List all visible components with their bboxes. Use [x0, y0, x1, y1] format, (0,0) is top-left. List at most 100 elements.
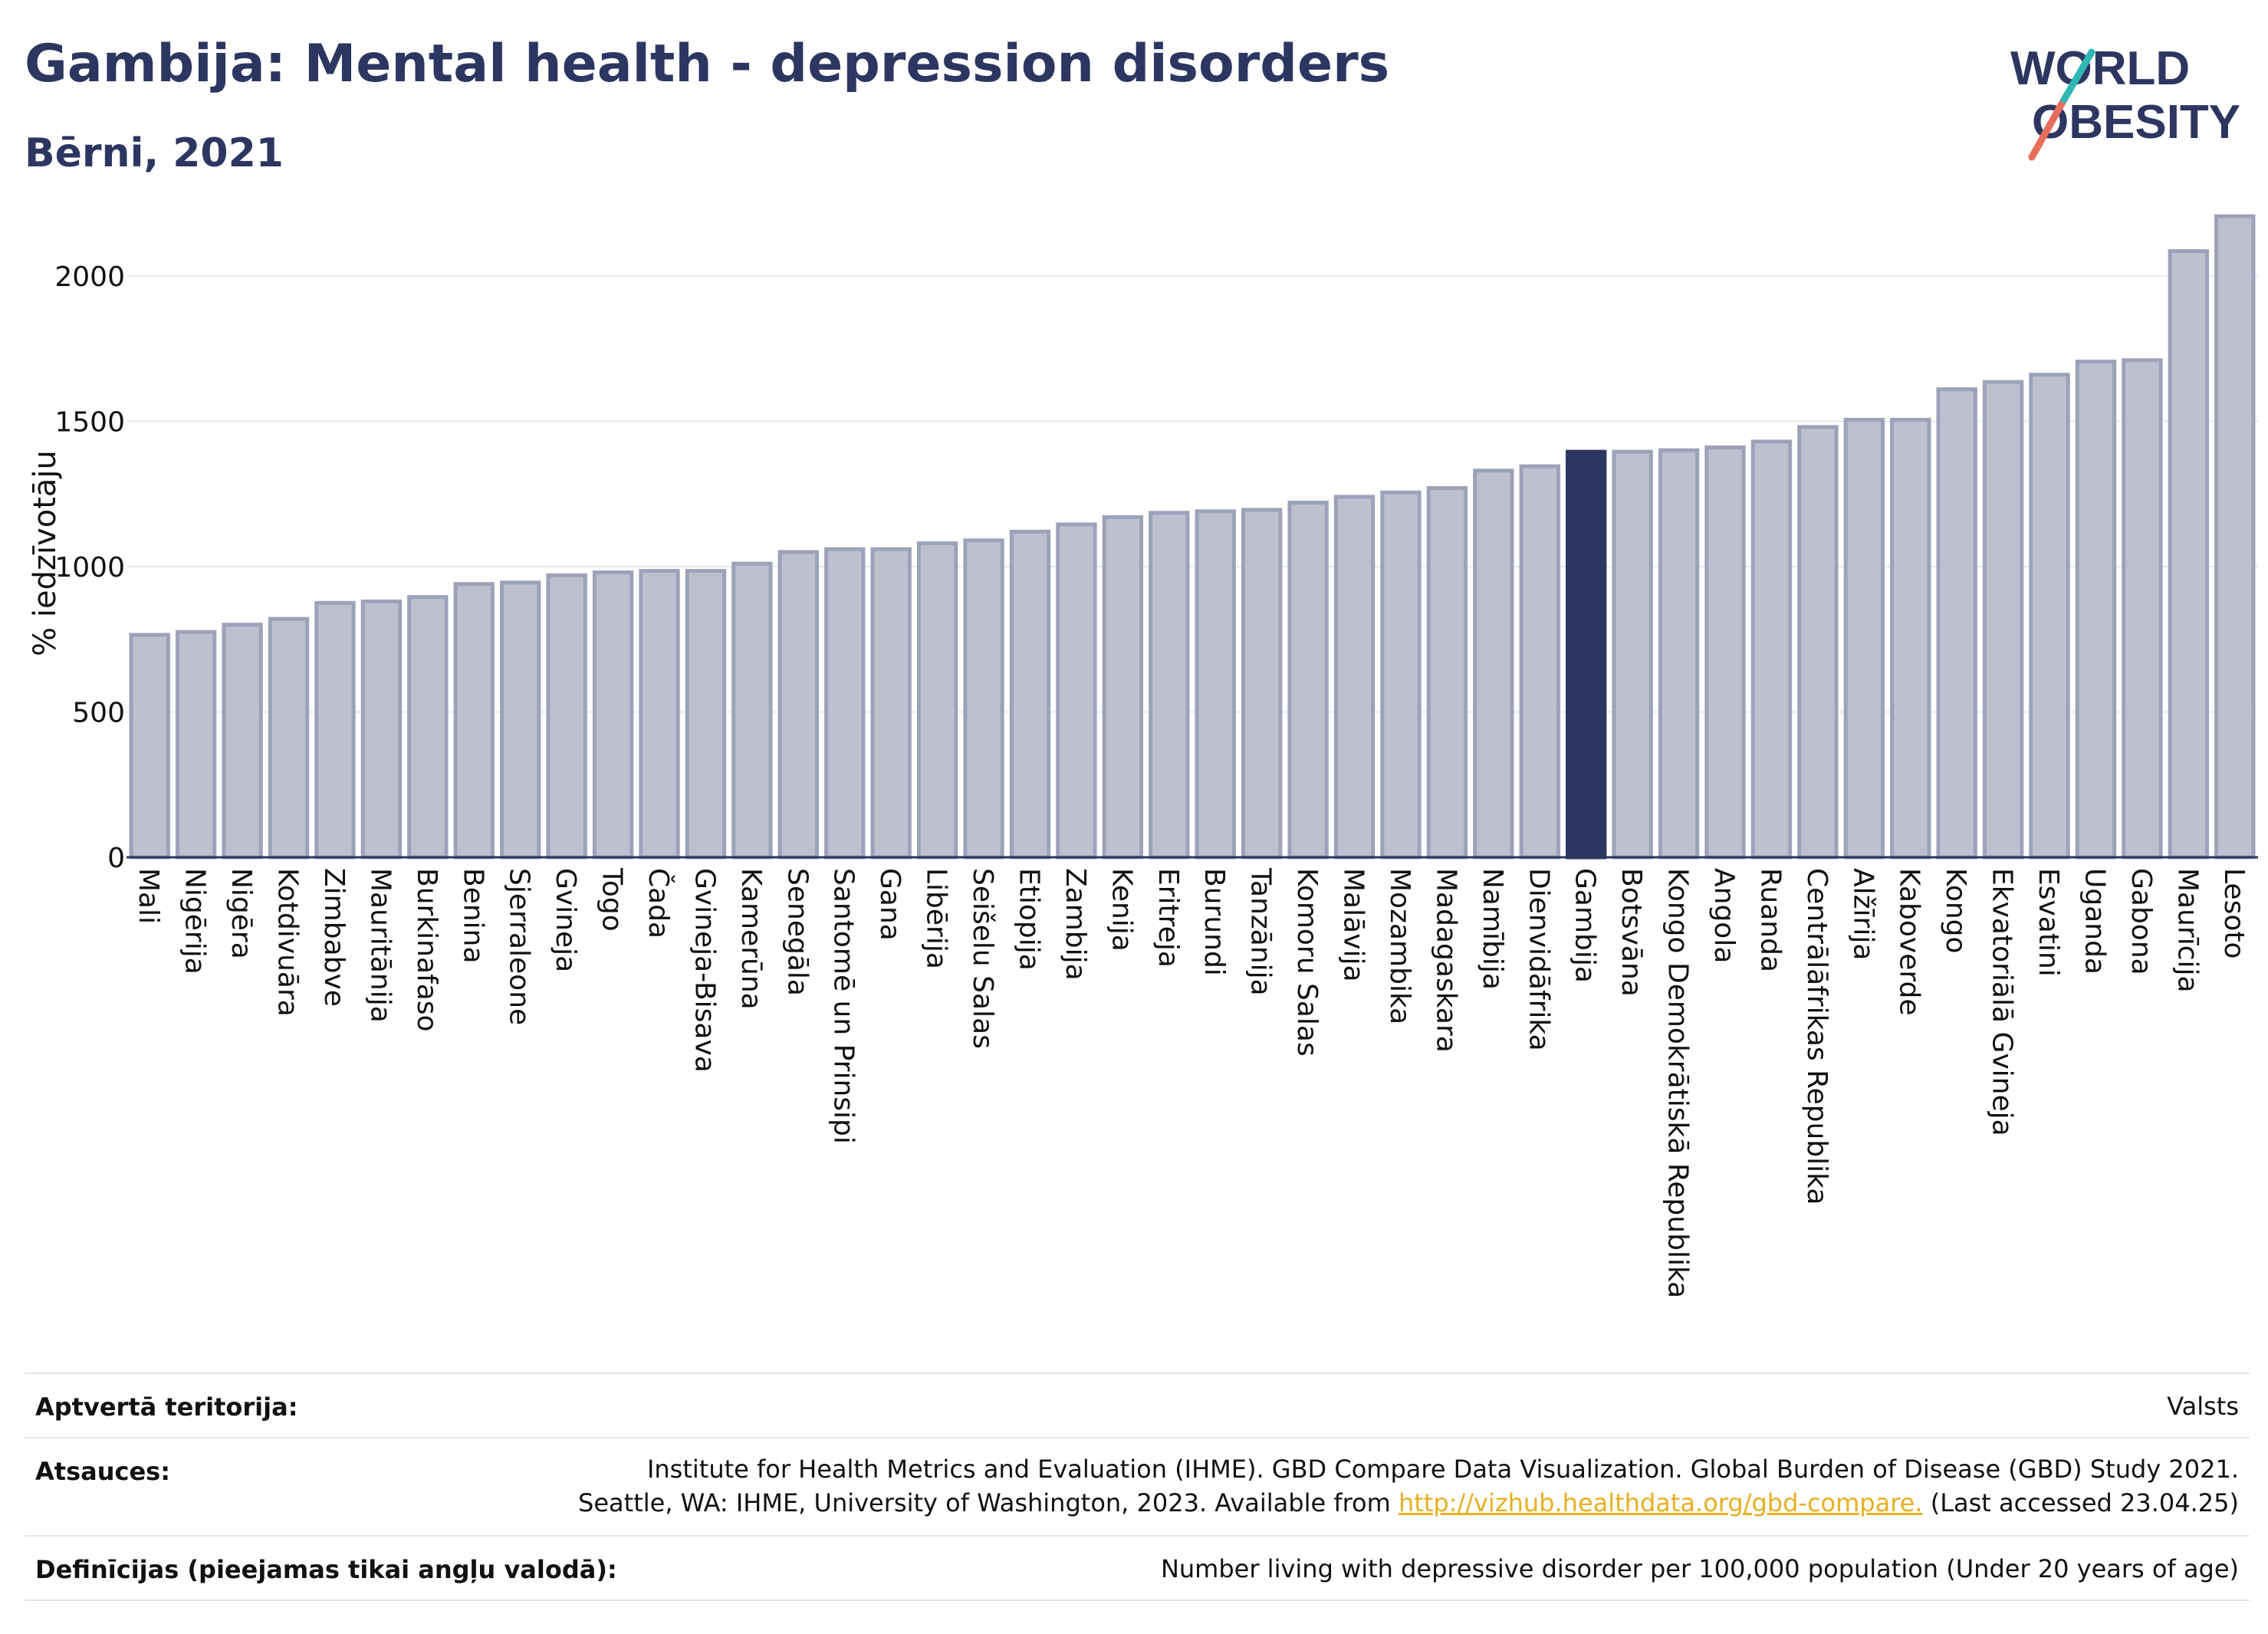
bar-senegāla[interactable] — [777, 550, 819, 860]
bar-kotdivuāra[interactable] — [268, 616, 310, 860]
sources-line-1: Institute for Health Metrics and Evaluat… — [646, 1455, 2239, 1484]
x-tick-label: Sjerraleone — [504, 868, 535, 1025]
x-tick-label: Benina — [457, 868, 488, 964]
x-tick-label: Botsvāna — [1616, 868, 1647, 997]
territory-value: Valsts — [2167, 1392, 2239, 1421]
bar-benina[interactable] — [453, 582, 495, 860]
bar-kaboverde[interactable] — [1890, 417, 1931, 860]
x-tick-label: Libērija — [921, 868, 952, 969]
chart-footer: Aptvertā teritorija: Valsts Atsauces: In… — [25, 1373, 2250, 1601]
bar-namībija[interactable] — [1473, 469, 1514, 860]
bar-malāvija[interactable] — [1333, 495, 1376, 860]
bar-botsvāna[interactable] — [1612, 449, 1653, 860]
bar-ruanda[interactable] — [1750, 439, 1793, 860]
y-tick-label: 500 — [72, 697, 125, 728]
bar-mozambika[interactable] — [1380, 490, 1422, 860]
bar-zimbabve[interactable] — [314, 600, 356, 860]
bar-centrālāfrikas-republika[interactable] — [1797, 425, 1839, 860]
x-tick-label: Kotdivuāra — [272, 868, 304, 1017]
bar-kongo[interactable] — [1936, 387, 1977, 860]
bar-ekvatoriālā-gvineja[interactable] — [1982, 380, 2024, 860]
x-tick-label: Ekvatoriālā Gvineja — [1987, 868, 2018, 1136]
bar-kenija[interactable] — [1102, 515, 1144, 860]
x-tick-label: Kongo Demokrātiskā Republika — [1662, 868, 1694, 1298]
definitions-label: Definīcijas (pieejamas tikai angļu valod… — [35, 1555, 617, 1584]
y-tick-label: 1500 — [54, 406, 125, 438]
bar-gambija[interactable] — [1566, 449, 1607, 860]
x-tick-label: Malāvija — [1338, 868, 1369, 982]
x-tick-label: Tanzānija — [1245, 867, 1277, 996]
bar-nigērija[interactable] — [175, 630, 217, 860]
bar-zambija[interactable] — [1056, 522, 1097, 860]
bar-tanzānija[interactable] — [1241, 508, 1283, 860]
bar-gabona[interactable] — [2122, 358, 2163, 860]
bar-komoru-salas[interactable] — [1287, 500, 1329, 860]
x-tick-label: Nigērija — [179, 868, 211, 975]
x-tick-label: Togo — [597, 867, 628, 932]
y-axis-label: % iedzīvotāju — [28, 450, 63, 656]
x-tick-label: Lesoto — [2218, 868, 2250, 959]
page-subtitle: Bērni, 2021 — [25, 130, 284, 176]
footer-row-territory: Aptvertā teritorija: Valsts — [25, 1373, 2250, 1437]
bar-lesoto[interactable] — [2214, 214, 2256, 860]
bar-maurīcija[interactable] — [2168, 249, 2210, 860]
footer-row-definitions: Definīcijas (pieejamas tikai angļu valod… — [25, 1535, 2250, 1601]
x-tick-label: Kaboverde — [1894, 868, 1925, 1016]
x-tick-label: Gana — [874, 868, 906, 941]
bar-burundi[interactable] — [1195, 509, 1236, 860]
x-tick-label: Etiopija — [1013, 868, 1044, 971]
bar-alžīrija[interactable] — [1843, 417, 1885, 860]
x-tick-label: Seišelu Salas — [967, 868, 998, 1049]
bar-mauritānija[interactable] — [360, 599, 403, 860]
x-tick-label: Senegāla — [781, 868, 813, 996]
bar-libērija[interactable] — [916, 541, 958, 860]
logo-line-2: OBESITY — [2032, 96, 2240, 149]
bar-gana[interactable] — [870, 547, 912, 860]
bar-uganda[interactable] — [2075, 360, 2117, 860]
x-tick-label: Namībija — [1477, 868, 1508, 990]
territory-label: Aptvertā teritorija: — [35, 1392, 298, 1422]
bar-kongo-demokrātiskā-republika[interactable] — [1658, 448, 1700, 860]
bar-eritreja[interactable] — [1149, 511, 1190, 860]
x-tick-label: Kongo — [1940, 868, 1971, 954]
bar-sjerraleone[interactable] — [500, 580, 541, 860]
bar-čada[interactable] — [639, 569, 680, 860]
bar-nigēra[interactable] — [222, 623, 263, 860]
bar-gvineja-bisava[interactable] — [685, 569, 727, 860]
footer-row-sources: Atsauces: Institute for Health Metrics a… — [25, 1437, 2250, 1535]
page-title: Gambija: Mental health - depression diso… — [25, 34, 1390, 94]
sources-label: Atsauces: — [35, 1457, 170, 1486]
bar-santomē-un-prinsipi[interactable] — [824, 547, 866, 860]
bar-burkinafaso[interactable] — [407, 595, 449, 860]
bar-kamerūna[interactable] — [731, 561, 773, 860]
x-tick-label: Madagaskara — [1430, 868, 1461, 1053]
sources-line-2-pre: Seattle, WA: IHME, University of Washing… — [578, 1488, 1399, 1517]
bar-angola[interactable] — [1704, 445, 1746, 860]
x-tick-label: Santomē un Prinsipi — [828, 868, 860, 1144]
bar-etiopija[interactable] — [1009, 529, 1051, 860]
bar-seišelu-salas[interactable] — [963, 538, 1004, 860]
bar-togo[interactable] — [592, 570, 634, 860]
x-tick-label: Mali — [133, 868, 164, 924]
x-tick-label: Uganda — [2079, 868, 2110, 975]
bar-dienvidāfrika[interactable] — [1519, 464, 1560, 860]
x-tick-label: Esvatini — [2033, 868, 2064, 977]
world-obesity-logo: WORLD OBESITY — [2010, 42, 2240, 161]
bar-chart: 0 500 1000 1500 2000 % iedzīvotāju Mali Nigērij… — [28, 214, 2258, 1298]
x-tick-label: Alžīrija — [1847, 868, 1878, 960]
sources-value: Institute for Health Metrics and Evaluat… — [578, 1452, 2239, 1520]
x-tick-label: Kamerūna — [735, 868, 767, 1010]
bar-mali[interactable] — [129, 633, 170, 860]
sources-link[interactable]: http://vizhub.healthdata.org/gbd-compare… — [1398, 1488, 1923, 1517]
x-tick-label: Zambija — [1060, 868, 1091, 981]
logo-line-1: WORLD — [2010, 42, 2190, 95]
bar-madagaskara[interactable] — [1426, 486, 1468, 860]
x-tick-label: Čada — [643, 868, 675, 939]
x-tick-label: Dienvidāfrika — [1523, 868, 1554, 1051]
x-tick-label: Ruanda — [1754, 868, 1786, 972]
x-tick-label: Nigēra — [225, 868, 257, 959]
bar-gvineja[interactable] — [546, 573, 587, 860]
x-tick-label: Gvineja-Bisava — [689, 868, 720, 1073]
x-tick-label: Burkinafaso — [411, 868, 442, 1032]
bar-esvatini[interactable] — [2029, 373, 2070, 860]
